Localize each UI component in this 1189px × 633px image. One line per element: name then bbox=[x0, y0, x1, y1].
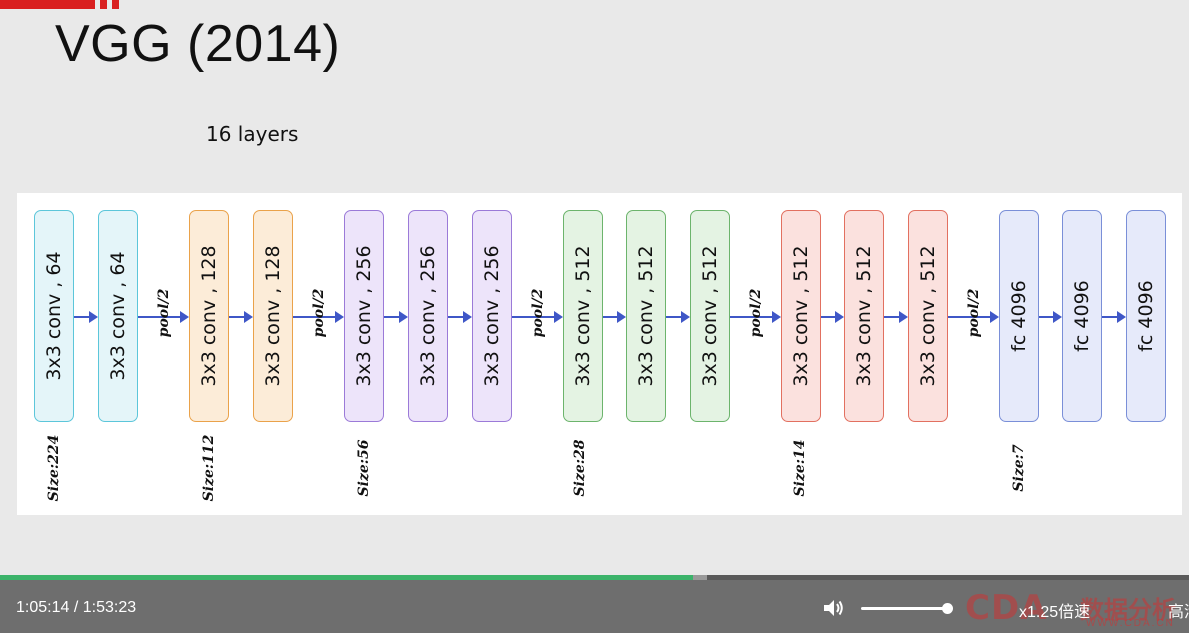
pool-label: pool/2 bbox=[529, 288, 546, 338]
player-controls: 1:05:14 / 1:53:23 CDA 数据分析 WWW.CDA.CN x1… bbox=[0, 580, 1189, 633]
flow-arrow bbox=[666, 311, 690, 323]
layer-label: 3x3 conv , 256 bbox=[417, 245, 439, 387]
layer-block: 3x3 conv , 512 bbox=[626, 210, 666, 422]
playback-speed-button[interactable]: x1.25倍速 bbox=[1019, 604, 1091, 621]
layer-block: fc 4096 bbox=[1126, 210, 1166, 422]
time-display: 1:05:14 / 1:53:23 bbox=[16, 599, 136, 617]
flow-arrow bbox=[138, 311, 189, 323]
layer-block: 3x3 conv , 64 bbox=[34, 210, 74, 422]
size-label: Size:14 bbox=[792, 439, 808, 497]
total-time: 1:53:23 bbox=[82, 599, 137, 616]
slide-title: VGG (2014) bbox=[55, 15, 341, 73]
size-label: Size:224 bbox=[46, 434, 62, 502]
layer-label: 3x3 conv , 512 bbox=[699, 245, 721, 387]
layer-block: fc 4096 bbox=[999, 210, 1039, 422]
layer-block: 3x3 conv , 512 bbox=[781, 210, 821, 422]
layer-block: fc 4096 bbox=[1062, 210, 1102, 422]
flow-arrow bbox=[821, 311, 844, 323]
flow-arrow bbox=[603, 311, 626, 323]
layer-block: 3x3 conv , 512 bbox=[563, 210, 603, 422]
layer-block: 3x3 conv , 512 bbox=[844, 210, 884, 422]
layer-block: 3x3 conv , 512 bbox=[690, 210, 730, 422]
size-label: Size:28 bbox=[572, 439, 588, 497]
layer-label: 3x3 conv , 256 bbox=[481, 245, 503, 387]
layer-label: 3x3 conv , 256 bbox=[353, 245, 375, 387]
volume-slider[interactable] bbox=[861, 607, 950, 610]
layer-label: 3x3 conv , 512 bbox=[635, 245, 657, 387]
layer-block: 3x3 conv , 128 bbox=[253, 210, 293, 422]
flow-arrow bbox=[1039, 311, 1062, 323]
layer-label: 3x3 conv , 64 bbox=[43, 251, 65, 381]
layer-label: 3x3 conv , 512 bbox=[790, 245, 812, 387]
quality-button[interactable]: 高清 bbox=[1168, 604, 1189, 621]
flow-arrow bbox=[384, 311, 408, 323]
flow-arrow bbox=[730, 311, 781, 323]
pool-label: pool/2 bbox=[965, 288, 982, 338]
size-label: Size:112 bbox=[201, 434, 217, 502]
layer-label: 3x3 conv , 128 bbox=[262, 245, 284, 387]
layer-label: 3x3 conv , 512 bbox=[572, 245, 594, 387]
layer-label: 3x3 conv , 128 bbox=[198, 245, 220, 387]
layer-label: fc 4096 bbox=[1071, 280, 1093, 352]
layer-label: 3x3 conv , 512 bbox=[853, 245, 875, 387]
slide-accent-bar bbox=[0, 0, 95, 9]
vgg-architecture-diagram: 3x3 conv , 64 3x3 conv , 64 3x3 conv , 128… bbox=[17, 193, 1182, 515]
pool-label: pool/2 bbox=[155, 288, 172, 338]
pool-label: pool/2 bbox=[310, 288, 327, 338]
volume-icon[interactable] bbox=[822, 598, 846, 618]
flow-arrow bbox=[293, 311, 344, 323]
layer-label: fc 4096 bbox=[1135, 280, 1157, 352]
volume-slider-handle[interactable] bbox=[942, 603, 953, 614]
layer-block: 3x3 conv , 256 bbox=[408, 210, 448, 422]
time-separator: / bbox=[73, 599, 79, 616]
video-progress-bar[interactable] bbox=[0, 575, 1189, 580]
flow-arrow bbox=[884, 311, 908, 323]
layer-block: 3x3 conv , 256 bbox=[344, 210, 384, 422]
watermark-url: WWW.CDA.CN bbox=[1086, 618, 1175, 629]
progress-played bbox=[0, 575, 694, 580]
flow-arrow bbox=[448, 311, 472, 323]
slide-subtitle: 16 layers bbox=[206, 122, 299, 146]
layer-label: fc 4096 bbox=[1008, 280, 1030, 352]
flow-arrow bbox=[229, 311, 253, 323]
flow-arrow bbox=[74, 311, 98, 323]
progress-buffered bbox=[693, 575, 708, 580]
flow-arrow bbox=[948, 311, 999, 323]
layer-label: 3x3 conv , 64 bbox=[107, 251, 129, 381]
layer-block: 3x3 conv , 64 bbox=[98, 210, 138, 422]
layer-block: 3x3 conv , 128 bbox=[189, 210, 229, 422]
slide: VGG (2014) 16 layers 3x3 conv , 64 3x3 co… bbox=[0, 0, 1182, 515]
watermark-text: 数据分析 bbox=[1080, 597, 1176, 624]
slide-accent-bar bbox=[112, 0, 119, 9]
layer-block: 3x3 conv , 512 bbox=[908, 210, 948, 422]
pool-label: pool/2 bbox=[747, 288, 764, 338]
slide-accent-bar bbox=[100, 0, 107, 9]
size-label: Size:56 bbox=[356, 439, 372, 497]
flow-arrow bbox=[1102, 311, 1126, 323]
flow-arrow bbox=[512, 311, 563, 323]
current-time: 1:05:14 bbox=[16, 599, 70, 616]
layer-block: 3x3 conv , 256 bbox=[472, 210, 512, 422]
size-label: Size:7 bbox=[1011, 444, 1027, 492]
watermark-logo: CDA bbox=[965, 588, 1048, 628]
layer-label: 3x3 conv , 512 bbox=[917, 245, 939, 387]
